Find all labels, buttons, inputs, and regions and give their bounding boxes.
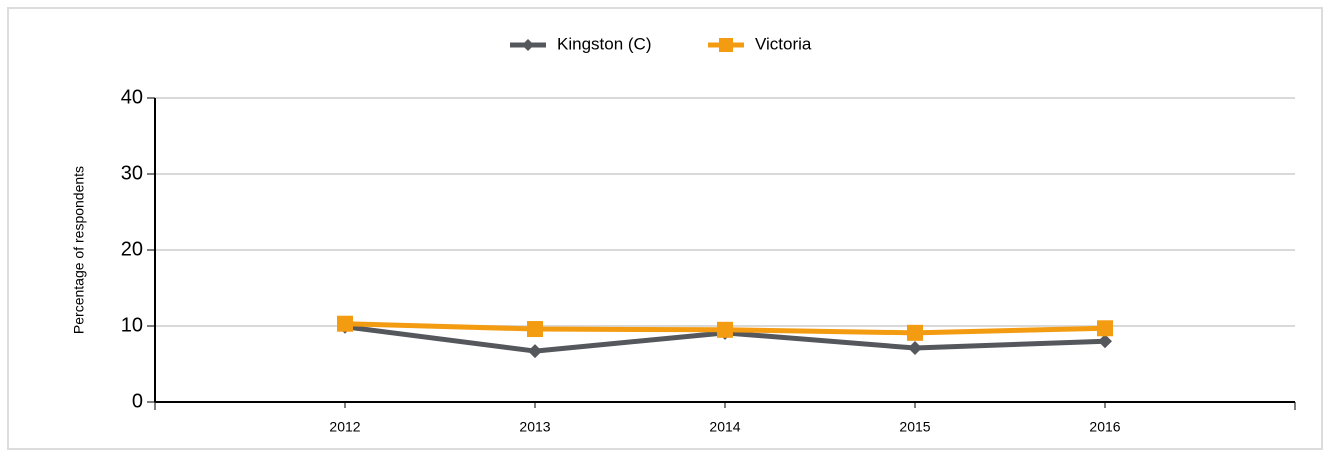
point — [717, 321, 733, 338]
point — [907, 324, 923, 341]
x-tick-label: 2015 — [899, 419, 930, 435]
point — [528, 344, 542, 359]
x-tick-label: 2012 — [329, 419, 360, 435]
panel — [7, 7, 1323, 450]
x-tick-label: 2013 — [519, 419, 550, 435]
legend-marker — [719, 38, 733, 52]
legend-label: Victoria — [755, 34, 812, 53]
y-tick-label: 10 — [121, 314, 143, 336]
y-tick-label: 20 — [121, 238, 143, 260]
point — [527, 321, 543, 338]
legend-marker — [522, 39, 534, 51]
y-tick-label: 0 — [132, 390, 143, 412]
x-tick-label: 2014 — [709, 419, 740, 435]
point — [337, 315, 353, 332]
legend-label: Kingston (C) — [557, 34, 651, 53]
point — [1097, 320, 1113, 337]
x-tick-label: 2016 — [1089, 419, 1120, 435]
y-tick-label: 40 — [121, 86, 143, 108]
y-tick-label: 30 — [121, 162, 143, 184]
point — [1098, 334, 1112, 349]
point — [908, 341, 922, 356]
y-axis-label: Percentage of respondents — [71, 166, 87, 334]
